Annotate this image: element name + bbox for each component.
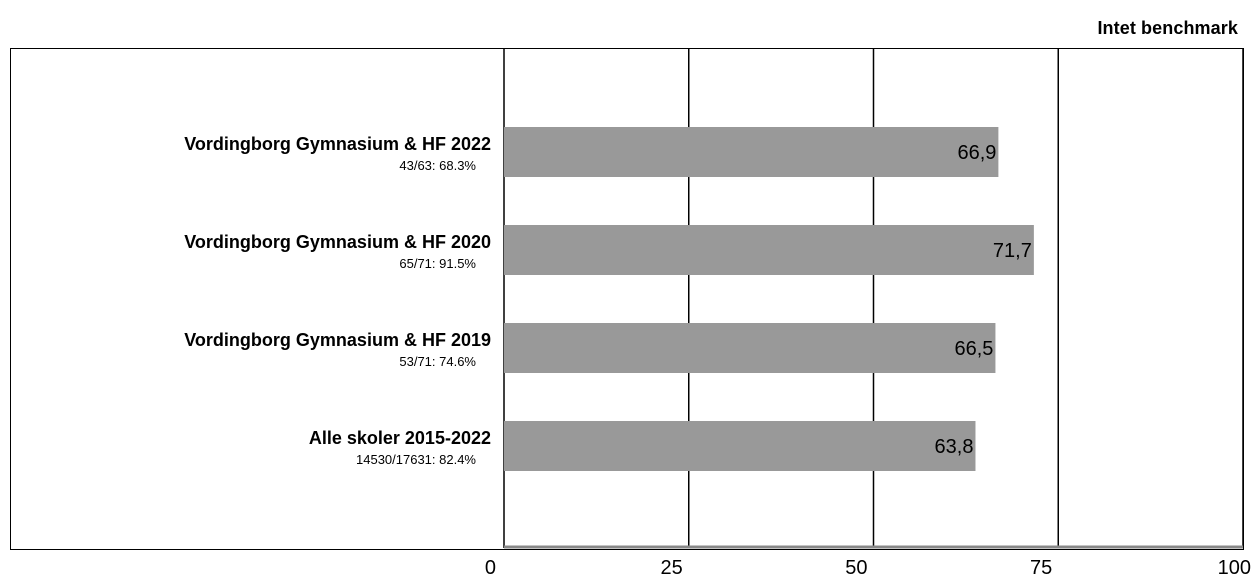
bar-3 [504, 421, 976, 471]
x-tick-label-25: 25 [661, 557, 683, 578]
category-label-1: Vordingborg Gymnasium & HF 2020 [184, 232, 491, 252]
bar-0 [504, 127, 999, 177]
x-tick-label-50: 50 [845, 557, 867, 578]
category-label-0: Vordingborg Gymnasium & HF 2022 [184, 134, 491, 154]
category-label-2: Vordingborg Gymnasium & HF 2019 [184, 330, 491, 350]
bar-value-label-1: 71,7 [993, 240, 1032, 262]
category-sublabel-1: 65/71: 91.5% [399, 256, 476, 271]
x-axis-ticks: 0 25 50 75 100 [485, 557, 1251, 578]
bar-2 [504, 323, 996, 373]
bar-value-label-2: 66,5 [954, 338, 993, 360]
category-sublabel-0: 43/63: 68.3% [399, 158, 476, 173]
bar-1 [504, 225, 1034, 275]
category-labels: Vordingborg Gymnasium & HF 2022 43/63: 68… [184, 134, 491, 467]
bar-value-label-3: 63,8 [935, 436, 974, 458]
x-tick-label-0: 0 [485, 557, 496, 578]
category-sublabel-3: 14530/17631: 82.4% [356, 452, 476, 467]
bar-value-label-0: 66,9 [957, 142, 996, 164]
benchmark-label: Intet benchmark [1097, 18, 1238, 38]
x-tick-label-100: 100 [1218, 557, 1251, 578]
x-tick-label-75: 75 [1030, 557, 1052, 578]
category-label-3: Alle skoler 2015-2022 [309, 428, 491, 448]
gridlines [503, 48, 1244, 549]
category-sublabel-2: 53/71: 74.6% [399, 354, 476, 369]
bars: 66,9 71,7 66,5 63,8 [504, 127, 1034, 471]
